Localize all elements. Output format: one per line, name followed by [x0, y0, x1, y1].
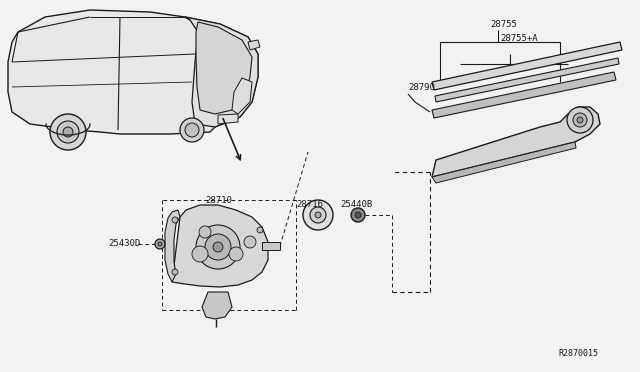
Circle shape: [50, 114, 86, 150]
Circle shape: [257, 227, 263, 233]
Polygon shape: [185, 17, 258, 127]
Circle shape: [229, 247, 243, 261]
Circle shape: [205, 234, 231, 260]
Circle shape: [158, 242, 162, 246]
Circle shape: [196, 225, 240, 269]
Circle shape: [172, 217, 178, 223]
Circle shape: [57, 121, 79, 143]
Text: 28790: 28790: [408, 83, 435, 92]
Circle shape: [213, 242, 223, 252]
Text: R2870015: R2870015: [558, 350, 598, 359]
Polygon shape: [432, 142, 576, 183]
Circle shape: [63, 127, 73, 137]
Circle shape: [310, 207, 326, 223]
Polygon shape: [262, 242, 280, 250]
Polygon shape: [202, 292, 232, 319]
Circle shape: [244, 236, 256, 248]
Polygon shape: [432, 72, 616, 118]
Polygon shape: [432, 107, 600, 177]
Polygon shape: [172, 205, 268, 287]
Text: 28755+A: 28755+A: [500, 33, 538, 42]
Polygon shape: [232, 78, 252, 114]
Circle shape: [315, 212, 321, 218]
Circle shape: [567, 107, 593, 133]
Polygon shape: [196, 22, 252, 114]
Polygon shape: [435, 58, 619, 102]
Circle shape: [303, 200, 333, 230]
Circle shape: [355, 212, 361, 218]
Circle shape: [351, 208, 365, 222]
Polygon shape: [165, 210, 180, 282]
Text: 25430D: 25430D: [108, 240, 140, 248]
Text: 28755: 28755: [490, 19, 517, 29]
Circle shape: [185, 123, 199, 137]
Polygon shape: [218, 114, 238, 124]
Text: 28710: 28710: [205, 196, 232, 205]
Circle shape: [577, 117, 583, 123]
Text: 28716: 28716: [296, 199, 323, 208]
Polygon shape: [248, 40, 260, 50]
Text: 25440B: 25440B: [340, 199, 372, 208]
Circle shape: [199, 226, 211, 238]
Polygon shape: [8, 10, 258, 134]
Circle shape: [155, 239, 165, 249]
Polygon shape: [432, 42, 622, 90]
Circle shape: [192, 246, 208, 262]
Circle shape: [172, 269, 178, 275]
Circle shape: [180, 118, 204, 142]
Circle shape: [573, 113, 587, 127]
